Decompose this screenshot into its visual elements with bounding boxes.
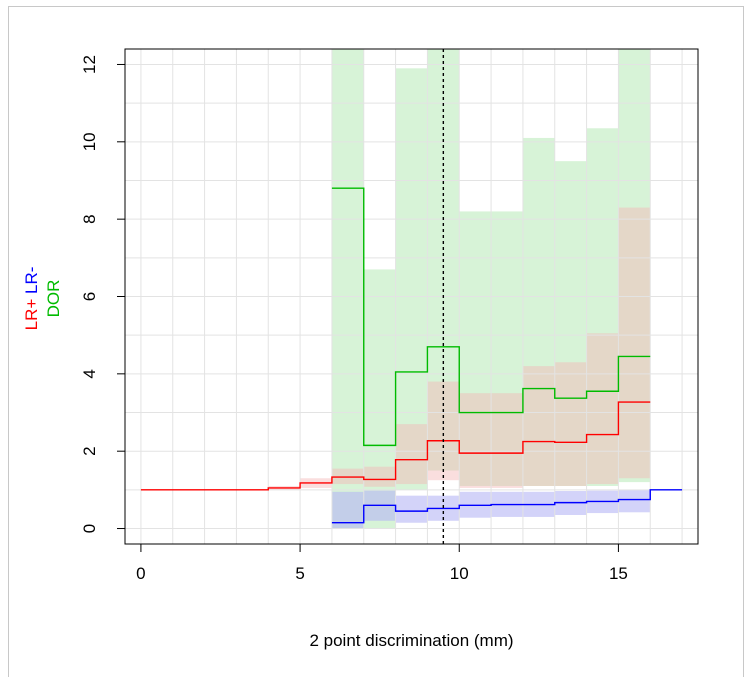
band-dor: [554, 161, 587, 486]
band-dor: [491, 211, 523, 486]
series-line-lrpos: [140, 401, 651, 491]
band-lrneg: [395, 495, 428, 523]
y-tick-label: 12: [80, 55, 99, 74]
band-dor: [618, 49, 651, 483]
x-axis-label: 2 point discrimination (mm): [309, 631, 513, 650]
series-lines: [140, 187, 683, 524]
band-lrpos: [586, 333, 619, 485]
y-tick-label: 8: [80, 214, 99, 223]
band-lrpos: [459, 393, 492, 488]
band-dor: [363, 269, 396, 529]
x-tick-label: 0: [136, 564, 145, 583]
x-tick-label: 15: [609, 564, 628, 583]
y-tick-label: 6: [80, 292, 99, 301]
band-dor: [459, 211, 492, 486]
band-lrneg: [618, 489, 651, 513]
y-tick-label: 10: [80, 132, 99, 151]
x-tick-label: 5: [295, 564, 304, 583]
y-label-lrpos: LR+: [22, 299, 41, 331]
band-lrpos: [522, 366, 555, 486]
band-lrpos: [491, 393, 523, 488]
y-axis-label: LR+ LR- DOR: [22, 267, 63, 331]
chart-plot: 0 5 10 15 0 2 4 6 8 10 12 2 point discrimination (…: [22, 48, 699, 650]
band-dor: [395, 68, 428, 490]
chart-frame: 0 5 10 15 0 2 4 6 8 10 12 2 point discrimination (…: [8, 6, 744, 677]
band-lrpos: [395, 424, 428, 485]
band-lrpos: [331, 468, 364, 485]
series-line-lrneg: [331, 489, 683, 524]
band-dor: [586, 128, 619, 486]
axis-ticks: 0 5 10 15 0 2 4 6 8 10 12: [80, 55, 628, 583]
y-label-line-1: LR+ LR-: [22, 267, 41, 331]
band-dor: [522, 137, 555, 486]
series-line-dor: [331, 187, 651, 447]
y-label-lrneg: LR-: [22, 267, 41, 299]
band-lrpos: [618, 207, 651, 479]
y-tick-label: 0: [80, 524, 99, 533]
band-lrpos: [363, 466, 396, 487]
y-label-dor: DOR: [44, 280, 63, 318]
x-tick-label: 10: [450, 564, 469, 583]
band-dor: [331, 49, 364, 529]
y-tick-label: 4: [80, 369, 99, 378]
band-lrpos: [554, 362, 587, 486]
y-label-line-2: DOR: [44, 280, 63, 318]
y-tick-label: 2: [80, 446, 99, 455]
